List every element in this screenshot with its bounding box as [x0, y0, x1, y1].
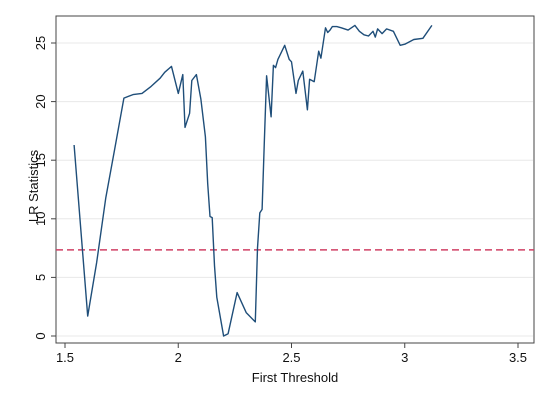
y-tick-label-10: 10 — [33, 212, 48, 226]
series-layer — [73, 24, 433, 337]
x-tick-label-2: 2 — [175, 350, 182, 365]
series-line-0 — [73, 24, 433, 337]
x-tick-label-1.5: 1.5 — [56, 350, 74, 365]
plot-area — [55, 15, 535, 344]
y-tick-label-15: 15 — [33, 153, 48, 167]
gridlines — [57, 42, 533, 337]
x-tick-label-3: 3 — [401, 350, 408, 365]
x-axis-title: First Threshold — [252, 370, 338, 385]
y-tick-label-25: 25 — [33, 36, 48, 50]
y-axis-title: LR Statistics — [26, 149, 41, 222]
y-tick-label-5: 5 — [33, 274, 48, 281]
y-tick-label-20: 20 — [33, 94, 48, 108]
axes: 1.5 2 2.5 3 3.5 0 5 10 15 20 25 — [33, 36, 527, 365]
x-tick-label-3.5: 3.5 — [509, 350, 527, 365]
y-tick-label-0: 0 — [33, 332, 48, 339]
x-tick-label-2.5: 2.5 — [282, 350, 300, 365]
